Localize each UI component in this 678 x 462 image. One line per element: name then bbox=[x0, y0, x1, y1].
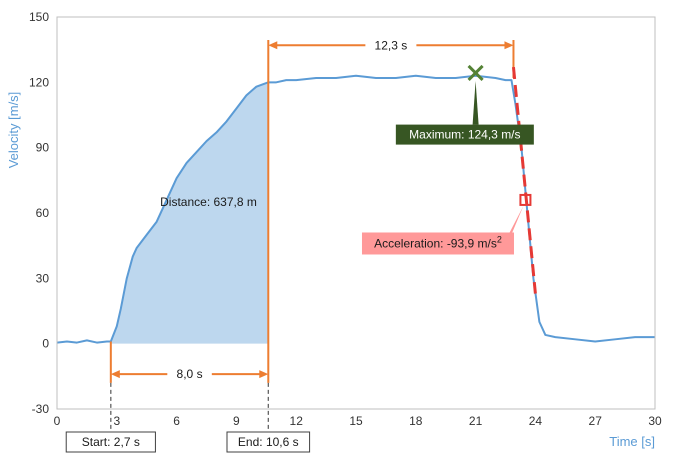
x-tick-label: 15 bbox=[349, 414, 363, 428]
duration-bottom-label: 8,0 s bbox=[177, 367, 203, 381]
distance-shaded-area bbox=[110, 82, 269, 344]
start-label-box bbox=[65, 431, 156, 453]
x-tick-label: 24 bbox=[529, 414, 543, 428]
x-tick-label: 30 bbox=[648, 414, 662, 428]
y-tick-label: 60 bbox=[36, 206, 50, 220]
y-tick-label: 120 bbox=[29, 75, 49, 89]
acceleration-unit-exponent: 2 bbox=[497, 234, 502, 244]
x-tick-label: 12 bbox=[290, 414, 304, 428]
x-tick-label: 6 bbox=[173, 414, 180, 428]
x-tick-label: 21 bbox=[469, 414, 483, 428]
duration-top-arrow-head-left bbox=[268, 41, 278, 50]
maximum-callout-pointer bbox=[472, 80, 479, 125]
acceleration-marker bbox=[519, 193, 532, 206]
acceleration-callout-box bbox=[361, 232, 514, 255]
duration-bottom-arrow-head-right bbox=[259, 370, 269, 379]
start-label: Start: 2,7 s bbox=[82, 435, 140, 449]
plot-area bbox=[56, 74, 655, 344]
y-tick-label: -30 bbox=[32, 402, 50, 416]
axes: 0 3 6 9 12 15 18 21 24 27 30 -30 0 30 60 90 120 150 bbox=[29, 10, 662, 428]
duration-top-label-bg bbox=[365, 36, 417, 55]
duration-top-label: 12,3 s bbox=[375, 38, 408, 52]
acceleration-tangent-line bbox=[511, 66, 537, 294]
annotations: 12,3 s 8,0 s Distance: 637,8 m Maximum: 124… bbox=[65, 36, 537, 453]
x-tick-label: 27 bbox=[589, 414, 603, 428]
maximum-callout-box bbox=[395, 124, 534, 145]
duration-bottom-label-bg bbox=[167, 365, 212, 384]
maximum-label: Maximum: 124,3 m/s bbox=[409, 128, 520, 142]
maximum-marker-b bbox=[467, 64, 484, 82]
y-axis-title: Velocity [m/s] bbox=[6, 92, 21, 169]
y-tick-label: 0 bbox=[42, 337, 49, 351]
distance-label: Distance: 637,8 m bbox=[160, 195, 257, 209]
x-tick-label: 9 bbox=[233, 414, 240, 428]
x-axis-title: Time [s] bbox=[609, 434, 655, 449]
x-tick-label: 0 bbox=[54, 414, 61, 428]
duration-bottom-arrow-head-left bbox=[110, 370, 120, 379]
y-tick-label: 90 bbox=[36, 141, 50, 155]
velocity-series-line bbox=[56, 74, 655, 344]
end-label: End: 10,6 s bbox=[238, 435, 299, 449]
end-label-box bbox=[226, 431, 311, 453]
x-tick-label: 18 bbox=[409, 414, 423, 428]
acceleration-callout-pointer bbox=[505, 205, 524, 248]
x-tick-label: 3 bbox=[113, 414, 120, 428]
y-tick-label: 30 bbox=[36, 271, 50, 285]
duration-top-arrow-head-right bbox=[504, 41, 514, 50]
plot-frame bbox=[56, 16, 656, 410]
y-tick-label: 150 bbox=[29, 10, 49, 24]
acceleration-label: Acceleration: -93,9 m/s2 bbox=[374, 234, 502, 250]
